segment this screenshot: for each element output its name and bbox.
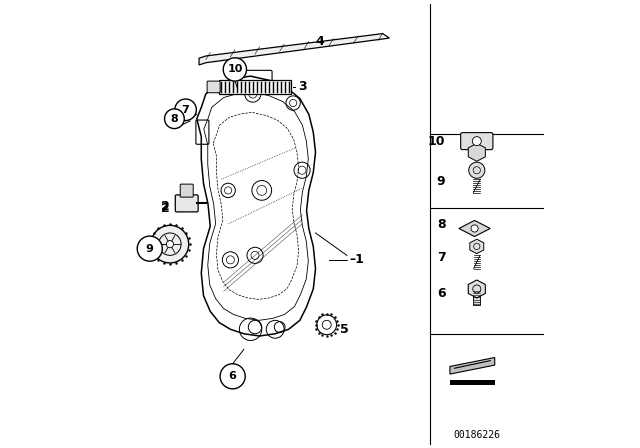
Circle shape	[220, 364, 245, 389]
FancyBboxPatch shape	[180, 184, 193, 197]
Circle shape	[151, 225, 189, 263]
Text: 8: 8	[437, 217, 445, 231]
FancyBboxPatch shape	[207, 81, 220, 93]
Circle shape	[175, 99, 196, 121]
Text: 9: 9	[146, 244, 154, 254]
Text: 7: 7	[436, 251, 445, 264]
Text: 10: 10	[227, 65, 243, 74]
Text: 6: 6	[228, 371, 237, 381]
Circle shape	[164, 109, 184, 129]
Polygon shape	[459, 220, 490, 237]
Text: 00186226: 00186226	[453, 430, 500, 439]
Polygon shape	[468, 143, 485, 161]
Text: 4: 4	[316, 34, 324, 48]
Text: 9: 9	[437, 175, 445, 188]
Text: 3: 3	[298, 80, 307, 94]
FancyBboxPatch shape	[450, 380, 495, 385]
Polygon shape	[470, 239, 484, 254]
FancyBboxPatch shape	[175, 195, 198, 212]
FancyBboxPatch shape	[473, 289, 481, 305]
Circle shape	[468, 162, 485, 178]
Text: 2: 2	[161, 202, 170, 215]
Circle shape	[471, 225, 478, 232]
Text: 2: 2	[161, 199, 170, 213]
Circle shape	[166, 241, 173, 248]
Polygon shape	[468, 280, 485, 298]
FancyBboxPatch shape	[219, 80, 291, 94]
Text: 7: 7	[182, 105, 189, 115]
Text: –1: –1	[349, 253, 364, 267]
Text: 6: 6	[437, 287, 445, 300]
Polygon shape	[450, 358, 495, 374]
Text: 8: 8	[170, 114, 179, 124]
Text: 10: 10	[428, 134, 445, 148]
Circle shape	[472, 137, 481, 146]
Polygon shape	[199, 34, 389, 65]
Circle shape	[223, 58, 246, 81]
FancyBboxPatch shape	[461, 133, 493, 150]
Text: 5: 5	[340, 323, 349, 336]
Circle shape	[137, 236, 163, 261]
